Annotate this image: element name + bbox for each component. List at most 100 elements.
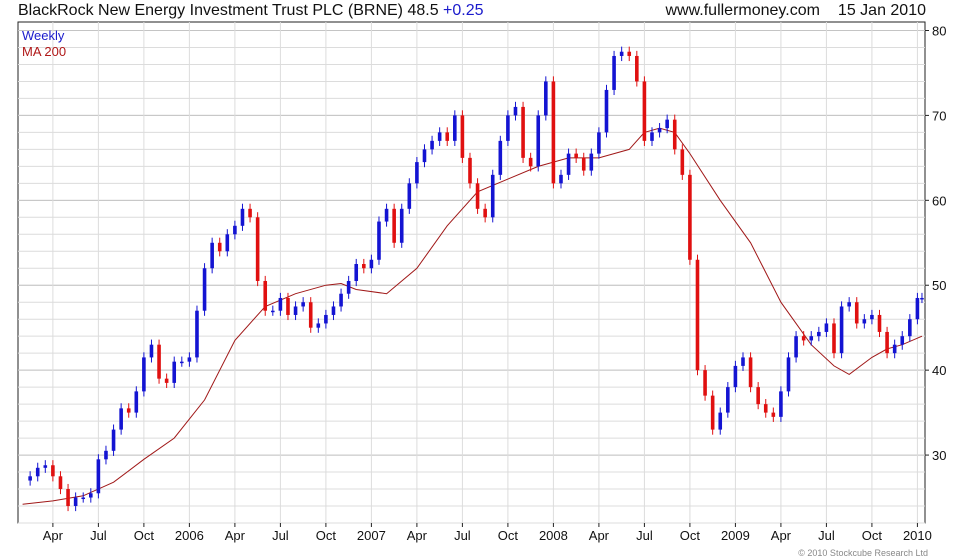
- price-bar: [369, 259, 374, 269]
- price-bar: [233, 225, 237, 235]
- price-bar: [862, 319, 867, 324]
- price-bar: [839, 306, 844, 354]
- price-bar: [217, 242, 222, 252]
- price-bar: [331, 306, 336, 315]
- site-url[interactable]: www.fullermoney.com: [665, 2, 820, 19]
- price-bar: [528, 157, 533, 167]
- price-bar: [240, 208, 245, 226]
- price-bar: [779, 391, 783, 417]
- chart-legend: Weekly MA 200: [22, 28, 66, 60]
- price-bar: [832, 323, 836, 354]
- price-bar: [430, 140, 434, 150]
- price-bar: [733, 365, 738, 388]
- price-bar: [483, 208, 487, 218]
- price-bar: [551, 81, 556, 184]
- price-bar: [756, 387, 760, 405]
- x-tick-label: Oct: [316, 528, 337, 543]
- price-bar: [324, 314, 328, 324]
- price-bar: [149, 344, 154, 358]
- price-bar: [650, 132, 654, 141]
- x-tick-label: Oct: [680, 528, 701, 543]
- title-text: BlackRock New Energy Investment Trust PL…: [18, 2, 439, 19]
- price-bar: [920, 297, 924, 300]
- price-bar: [377, 221, 381, 260]
- price-bar: [35, 467, 40, 477]
- x-tick-label: Jul: [636, 528, 653, 543]
- price-bar: [801, 336, 806, 341]
- price-bar: [536, 115, 541, 167]
- price-bar: [248, 208, 252, 218]
- price-bar: [498, 140, 503, 175]
- price-bar: [271, 310, 275, 313]
- price-bar: [392, 208, 396, 243]
- legend-weekly: Weekly: [22, 28, 65, 43]
- x-tick-label: Jul: [272, 528, 289, 543]
- price-change: +0.25: [443, 2, 484, 19]
- price-bar: [111, 429, 116, 451]
- price-bar: [384, 208, 389, 222]
- price-bar: [680, 149, 685, 175]
- price-bar: [81, 497, 86, 500]
- price-bar: [612, 55, 616, 90]
- price-bar: [58, 476, 63, 490]
- price-bar: [642, 81, 647, 141]
- price-bar: [339, 293, 343, 307]
- price-bar: [589, 153, 594, 171]
- x-tick-label: Oct: [862, 528, 883, 543]
- y-tick-label: 50: [932, 278, 946, 293]
- x-tick-label: 2009: [721, 528, 750, 543]
- x-tick-label: Apr: [589, 528, 610, 543]
- price-bar: [763, 404, 768, 413]
- y-tick-label: 40: [932, 363, 946, 378]
- chart-date: 15 Jan 2010: [837, 2, 926, 19]
- price-bar: [422, 149, 427, 163]
- price-bar: [635, 55, 639, 82]
- price-bar: [142, 357, 146, 392]
- y-tick-label: 30: [932, 448, 946, 463]
- price-bar: [210, 242, 214, 269]
- price-bar: [506, 115, 510, 141]
- price-bar: [748, 357, 753, 388]
- price-bar: [180, 361, 184, 364]
- price-bar: [900, 336, 905, 345]
- price-bar: [399, 208, 404, 243]
- price-bar: [513, 106, 518, 116]
- price-bar: [96, 459, 101, 494]
- price-bar: [877, 314, 882, 332]
- price-bar: [870, 314, 874, 320]
- legend-ma200: MA 200: [22, 44, 67, 59]
- price-bar: [346, 280, 351, 294]
- price-bar: [885, 331, 889, 354]
- price-bar: [794, 336, 798, 358]
- copyright-notice: © 2010 Stockcube Research Ltd: [798, 548, 928, 558]
- x-tick-label: Apr: [771, 528, 792, 543]
- price-bar: [164, 378, 169, 383]
- price-bar: [172, 361, 177, 383]
- price-bar: [574, 153, 578, 158]
- price-bar: [726, 387, 730, 413]
- price-bar: [854, 302, 859, 324]
- price-bar: [126, 408, 131, 413]
- x-tick-label: 2008: [539, 528, 568, 543]
- price-bar: [657, 128, 662, 133]
- header-right: www.fullermoney.com 15 Jan 2010: [666, 2, 927, 20]
- price-bar: [627, 51, 632, 56]
- price-bar: [672, 119, 677, 150]
- price-bar: [43, 465, 48, 468]
- ma200-line: [22, 127, 923, 505]
- price-bar: [263, 280, 268, 311]
- price-bar: [559, 174, 563, 184]
- price-bar: [566, 153, 571, 175]
- price-bar: [187, 357, 192, 362]
- price-bar: [695, 259, 700, 371]
- price-bar: [255, 217, 260, 281]
- price-bar: [415, 162, 419, 184]
- price-bar: [817, 331, 821, 337]
- chart-header: BlackRock New Energy Investment Trust PL…: [0, 0, 980, 24]
- price-bar: [104, 450, 108, 460]
- x-tick-label: Apr: [43, 528, 64, 543]
- price-bar: [66, 489, 70, 507]
- price-bar: [362, 264, 366, 269]
- price-bar: [119, 408, 123, 430]
- x-tick-label: Apr: [407, 528, 428, 543]
